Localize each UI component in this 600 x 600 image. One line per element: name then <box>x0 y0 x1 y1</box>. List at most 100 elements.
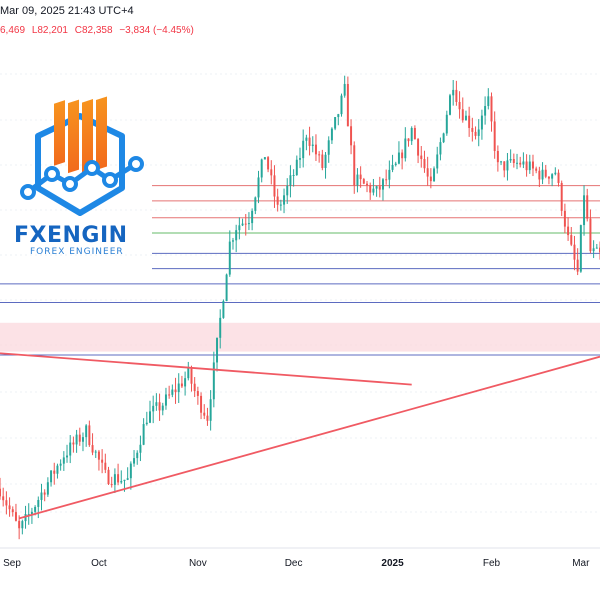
candle-64 <box>203 404 206 420</box>
candle-104 <box>330 127 333 144</box>
chart-datetime: Mar 09, 2025 21:43 UTC+4 <box>0 5 134 17</box>
candle-89 <box>283 188 286 214</box>
candle-153 <box>487 88 490 110</box>
candle-110 <box>350 119 353 155</box>
x-tick-label-4: 2025 <box>381 558 404 569</box>
candle-77 <box>244 214 247 236</box>
candle-127 <box>404 127 407 162</box>
candle-146 <box>464 110 467 121</box>
candle-175 <box>557 169 560 187</box>
candle-34 <box>107 466 110 485</box>
candle-112 <box>356 168 359 193</box>
candle-97 <box>308 126 311 156</box>
candle-17 <box>53 462 56 485</box>
ohlc-readout: 6,469 L82,201 C82,358 −3,834 (−4.45%) <box>0 25 198 36</box>
candle-128 <box>407 138 410 147</box>
candle-73 <box>231 237 234 250</box>
candle-158 <box>503 161 506 178</box>
candle-143 <box>455 80 458 106</box>
candle-60 <box>190 365 193 392</box>
candle-58 <box>184 371 187 396</box>
candle-46 <box>145 411 148 426</box>
candle-116 <box>369 182 372 200</box>
candle-148 <box>471 117 474 142</box>
supply-demand-zone <box>0 322 600 352</box>
candle-15 <box>46 477 49 497</box>
candle-93 <box>295 155 298 176</box>
candle-42 <box>133 450 136 467</box>
candle-94 <box>299 147 301 169</box>
candle-28 <box>88 420 91 447</box>
candle-147 <box>468 106 471 137</box>
candle-48 <box>152 395 155 424</box>
candle-111 <box>353 141 356 194</box>
candle-65 <box>206 407 209 426</box>
candle-113 <box>359 166 362 188</box>
fxengin-logo-icon <box>20 96 144 216</box>
candle-171 <box>544 165 547 179</box>
candle-165 <box>525 154 528 177</box>
candle-40 <box>126 467 129 481</box>
candle-85 <box>270 160 273 185</box>
candle-164 <box>522 152 525 169</box>
candle-33 <box>104 453 107 474</box>
candle-150 <box>477 119 480 147</box>
candle-96 <box>305 134 308 151</box>
candle-186 <box>592 240 595 259</box>
trendlines <box>0 352 600 520</box>
x-tick-label-1: Oct <box>91 558 107 569</box>
candle-181 <box>576 248 579 276</box>
candle-86 <box>273 165 276 208</box>
candle-125 <box>397 141 400 165</box>
candle-29 <box>91 433 94 456</box>
ohlc-change: −3,834 (−4.45%) <box>119 25 194 36</box>
candle-138 <box>439 137 442 161</box>
candle-119 <box>378 176 381 198</box>
x-tick-label-5: Feb <box>482 558 501 569</box>
candle-53 <box>168 385 171 399</box>
candle-163 <box>519 156 522 168</box>
x-tick-label-2: Nov <box>188 558 207 569</box>
candle-187 <box>595 243 598 249</box>
candle-51 <box>161 402 164 416</box>
candle-108 <box>343 75 346 98</box>
candle-70 <box>222 299 225 319</box>
candle-168 <box>535 166 538 174</box>
candle-44 <box>139 435 142 462</box>
candle-159 <box>506 152 509 181</box>
candle-37 <box>117 463 120 486</box>
candle-63 <box>200 392 203 420</box>
candle-172 <box>547 176 550 185</box>
candle-185 <box>589 209 592 254</box>
candle-169 <box>538 166 541 187</box>
candle-32 <box>101 449 104 474</box>
candle-156 <box>496 145 499 172</box>
candle-49 <box>155 393 158 411</box>
candle-161 <box>512 153 515 168</box>
candle-7 <box>21 519 24 535</box>
trendline-0 <box>0 352 412 386</box>
candle-41 <box>129 461 132 490</box>
candle-145 <box>461 97 464 123</box>
candle-82 <box>260 158 263 183</box>
candle-18 <box>56 463 59 479</box>
candle-90 <box>286 178 289 204</box>
candle-105 <box>334 117 337 131</box>
candle-76 <box>241 218 244 227</box>
candle-38 <box>120 470 123 484</box>
candle-6 <box>18 515 21 540</box>
ohlc-high: 6,469 <box>0 25 26 36</box>
candle-5 <box>14 503 17 522</box>
candle-142 <box>452 80 455 106</box>
candle-144 <box>458 91 461 119</box>
candle-91 <box>289 165 292 198</box>
candle-45 <box>142 418 145 446</box>
candle-19 <box>59 459 62 471</box>
candle-136 <box>433 166 436 182</box>
candle-103 <box>327 136 330 163</box>
candle-52 <box>164 387 167 410</box>
candle-109 <box>346 76 349 127</box>
candle-123 <box>391 154 394 173</box>
candle-72 <box>228 230 231 277</box>
